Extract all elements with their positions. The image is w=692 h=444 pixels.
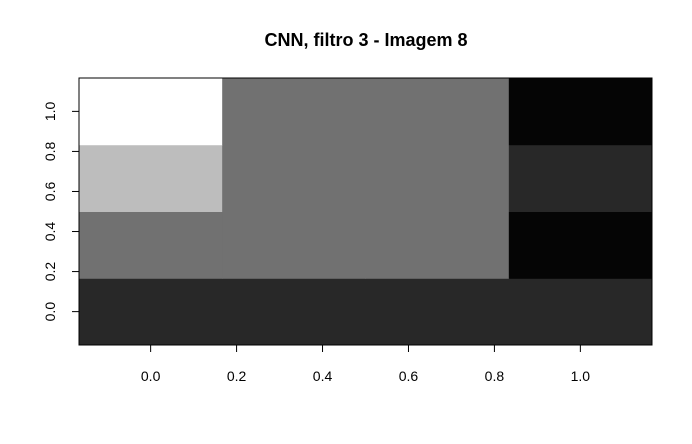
heatmap-cell [508, 278, 653, 346]
heatmap-cell [365, 78, 510, 146]
chart-title: CNN, filtro 3 - Imagem 8 [264, 30, 467, 50]
heatmap-cell [79, 278, 223, 346]
heatmap-cell [508, 211, 653, 279]
y-tick-label: 0.4 [42, 222, 58, 242]
heatmap-cell [365, 211, 510, 279]
x-tick-label: 0.2 [227, 368, 247, 384]
heatmap-cell [79, 78, 223, 146]
heatmap-cell [222, 144, 366, 212]
y-tick-label: 0.8 [42, 141, 58, 161]
heatmap-cell [508, 78, 653, 146]
x-axis: 0.0 0.2 0.4 0.6 0.8 1.0 [141, 344, 591, 384]
y-axis: 0.0 0.2 0.4 0.6 0.8 1.0 [42, 101, 80, 322]
heatmap-cell [79, 211, 223, 279]
heatmap-cell [79, 144, 223, 212]
x-tick-label: 0.0 [141, 368, 161, 384]
heatmap-cell [365, 144, 510, 212]
heatmap-cell [222, 78, 366, 146]
y-tick-label: 1.0 [42, 101, 58, 121]
x-tick-label: 1.0 [571, 368, 591, 384]
x-tick-label: 0.4 [313, 368, 333, 384]
heatmap-cell [222, 278, 366, 346]
y-tick-label: 0.6 [42, 182, 58, 202]
y-tick-label: 0.2 [42, 262, 58, 282]
heatmap-cell [365, 278, 510, 346]
heatmap-cells [79, 78, 653, 346]
y-tick-label: 0.0 [42, 302, 58, 322]
x-tick-label: 0.8 [485, 368, 505, 384]
x-tick-label: 0.6 [399, 368, 419, 384]
heatmap-cell [222, 211, 366, 279]
heatmap-cell [508, 144, 653, 212]
